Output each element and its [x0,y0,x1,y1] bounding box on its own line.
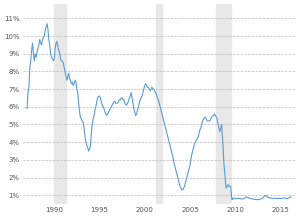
Bar [54,4,65,204]
Bar [216,4,231,204]
Bar [156,4,162,204]
